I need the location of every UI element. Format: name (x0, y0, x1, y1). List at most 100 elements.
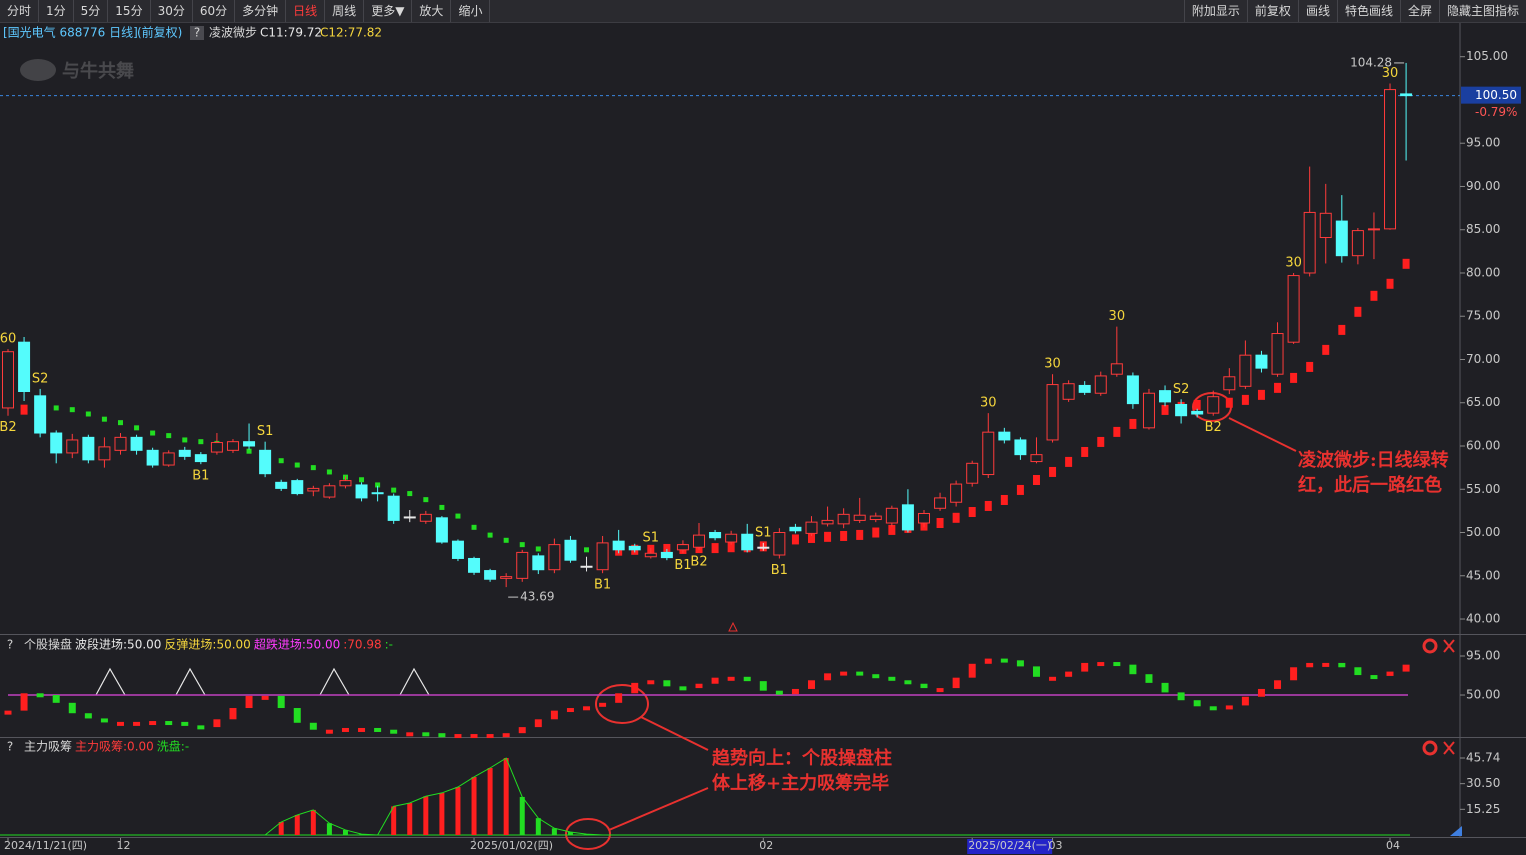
x-tick-label: 04 (1386, 839, 1400, 852)
indicator-bar (984, 658, 992, 664)
indicator-bar (261, 695, 269, 700)
help-icon[interactable] (190, 26, 204, 40)
stop-dot (455, 513, 461, 519)
indicator-bar (470, 734, 478, 739)
candle-body (773, 532, 786, 556)
y-tick-label: 105.00 (1466, 49, 1508, 63)
toolbar-button[interactable]: 附加显示 (1183, 0, 1247, 22)
toolbar-button[interactable]: 30分 (151, 0, 193, 22)
toolbar-button[interactable]: 5分 (74, 0, 109, 22)
bar (567, 831, 573, 835)
stop-dot (1049, 466, 1057, 477)
bar (487, 767, 493, 835)
indicator-bar (52, 695, 60, 703)
annotation-arrow (1228, 417, 1297, 452)
stop-dot (1032, 475, 1040, 486)
toolbar-button[interactable]: 特色画线 (1336, 0, 1400, 22)
indicator-bar (1065, 671, 1073, 677)
stop-dot (117, 420, 123, 426)
stop-dot (198, 439, 204, 445)
candle-body (1110, 363, 1123, 375)
indicator-bar (534, 719, 542, 728)
help-text: ? (7, 638, 13, 652)
indicator-bar (149, 721, 157, 726)
y-tick-label: 85.00 (1466, 222, 1500, 236)
stop-dot (423, 497, 429, 503)
stop-dot (101, 416, 107, 422)
indicator-bar (647, 680, 655, 685)
candle-body (1014, 439, 1027, 456)
toolbar-button[interactable]: 全屏 (1399, 0, 1439, 22)
indicator-bar (1016, 660, 1024, 667)
toolbar-button[interactable]: 缩小 (451, 0, 491, 22)
stop-dot (1322, 344, 1330, 355)
indicator-bar (727, 676, 735, 681)
candle-body (660, 551, 673, 559)
toolbar-button[interactable]: 15分 (108, 0, 151, 22)
toolbar-button[interactable]: 前复权 (1246, 0, 1298, 22)
candle-body (1367, 228, 1380, 231)
bar (471, 776, 477, 835)
candle-body (612, 540, 625, 551)
toolbar-button[interactable]: 周线 (325, 0, 365, 22)
stop-dot (1193, 399, 1201, 410)
close-icon[interactable] (1443, 639, 1455, 653)
indicator-bar (406, 732, 414, 737)
indicator-bar (68, 702, 76, 714)
toolbar-button[interactable]: 日线 (286, 0, 326, 22)
bar (503, 758, 509, 835)
toolbar-button[interactable]: 隐藏主图指标 (1438, 0, 1526, 22)
signal-label: 30 (1285, 255, 1302, 270)
candle-body (1126, 375, 1139, 405)
candle-body (355, 484, 368, 499)
period-buttons: 分时 1分 5分 15分 30分 60分 多分钟 日线 周线 更多▼ 放大 缩小 (0, 0, 491, 22)
indicator-bar (100, 718, 108, 723)
legend-entry: 波段进场:50.00 (75, 637, 161, 652)
indicator-bar (309, 722, 317, 730)
bar (278, 822, 284, 835)
candle-body (371, 492, 384, 495)
stop-dot (1274, 382, 1282, 393)
x-tick-label: 03 (1049, 839, 1063, 852)
toolbar-button[interactable]: 1分 (39, 0, 74, 22)
candle-body (403, 516, 416, 519)
stop-dot (85, 411, 91, 417)
stop-dot (1016, 484, 1024, 495)
indicator-bar (454, 734, 462, 739)
stop-dot (53, 405, 59, 411)
watermark-text: 与牛共舞 (62, 60, 134, 82)
signal-triangle (399, 667, 430, 696)
stop-dot (711, 543, 719, 554)
indicator-name: 凌波微步 (209, 26, 257, 40)
y-tick-label: 95.00 (1466, 648, 1500, 662)
toolbar-button[interactable]: 60分 (193, 0, 236, 22)
toolbar-button[interactable]: 放大 (412, 0, 452, 22)
stop-dot (872, 527, 880, 538)
toolbar-button[interactable]: 多分钟 (235, 0, 287, 22)
indicator-bar (663, 680, 671, 687)
settings-icon[interactable] (1422, 638, 1438, 654)
candle-body (917, 512, 930, 524)
indicator-bar (1129, 664, 1137, 675)
candle-body (34, 395, 47, 434)
stop-dot (1065, 456, 1073, 467)
signal-label: S2 (1173, 382, 1190, 397)
toolbar-button[interactable]: 分时 (0, 0, 40, 22)
indicator-bar (759, 681, 767, 691)
settings-icon[interactable] (1422, 740, 1438, 756)
candle-body (1319, 212, 1332, 239)
annotation: 趋势向上：个股操盘柱 (712, 747, 892, 769)
stop-dot (1402, 258, 1410, 269)
indicator-bar (1000, 658, 1008, 663)
candle-body (1239, 354, 1252, 387)
close-icon[interactable] (1443, 741, 1455, 755)
toolbar-button[interactable]: 画线 (1297, 0, 1337, 22)
indicator-bar (1386, 671, 1394, 676)
indicator-bar (1241, 696, 1249, 706)
toolbar-button[interactable]: 更多▼ (364, 0, 413, 22)
watermark: 与牛共舞 (20, 59, 134, 82)
indicator-bar (133, 721, 141, 726)
signal-label: S2 (32, 371, 49, 386)
indicator-bar (791, 688, 799, 695)
indicator-bar (1209, 706, 1217, 711)
